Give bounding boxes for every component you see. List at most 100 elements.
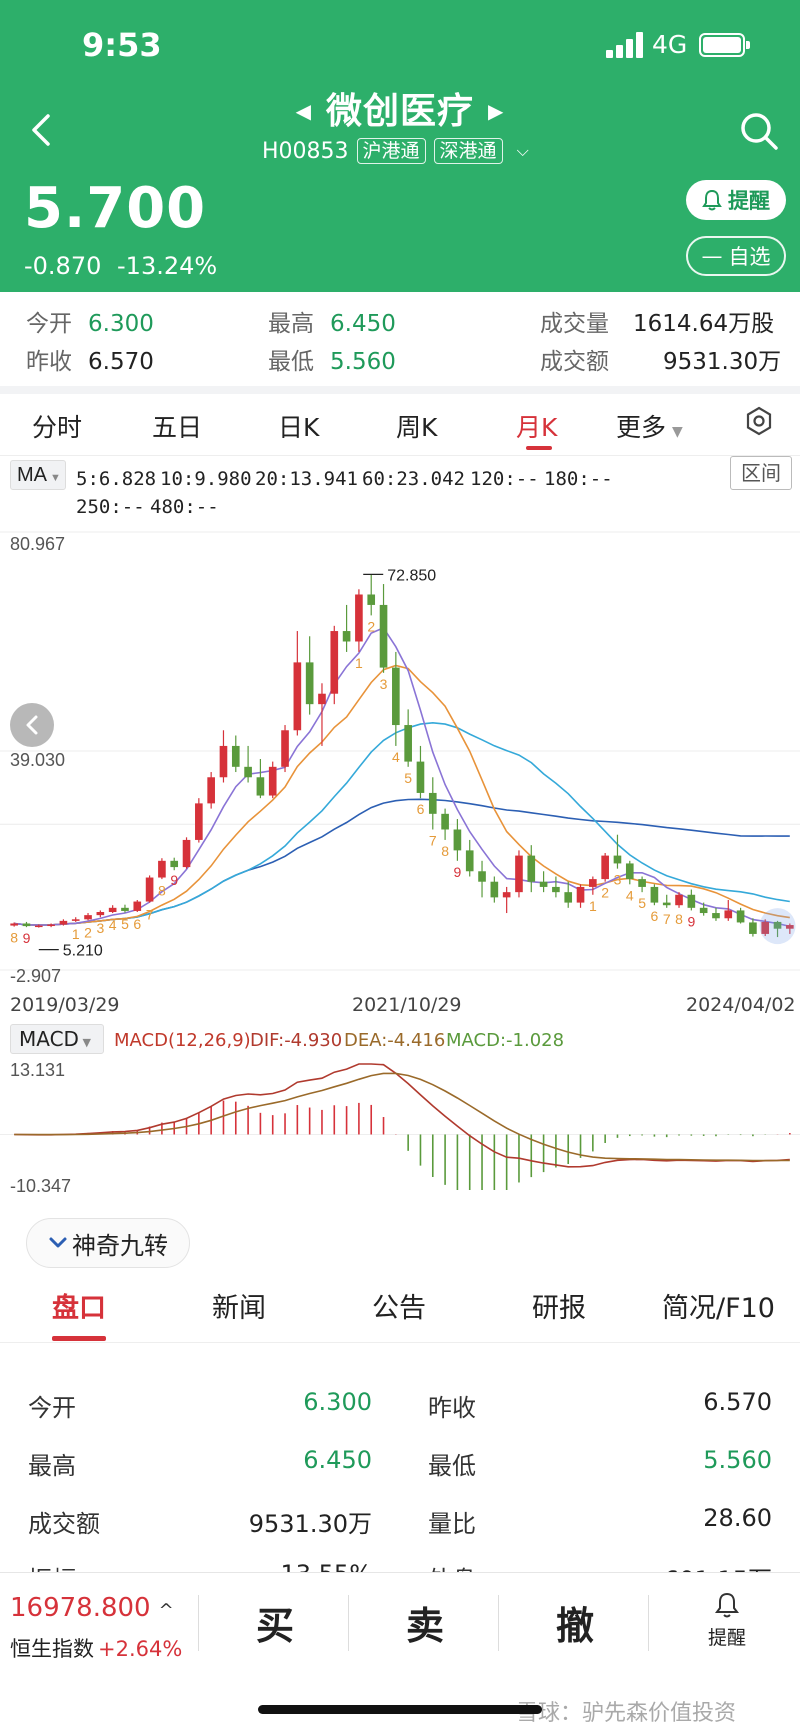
td-count-label: 3 [96,920,104,936]
ma-180: 180:-- [544,468,613,490]
home-indicator[interactable] [258,1705,542,1714]
watchlist-button[interactable]: — 自选 [686,236,786,276]
candle-body [84,915,92,920]
watchlist-label: 自选 [728,245,771,269]
tab-monthly-k[interactable]: 月K [516,413,558,442]
stock-name: 微创医疗 [325,91,474,132]
candle-body [576,886,585,903]
chart-tabs: 分时 五日 日K 周K 月K 更多 ▼ [0,396,800,456]
td-count-label: 9 [454,864,462,880]
td-count-label: 8 [675,911,683,927]
info-tabs: 盘口 新闻 公告 研报 简况/F10 [0,1284,800,1344]
td-count-label: 3 [614,872,622,888]
ma-480: 480:-- [150,496,219,518]
td-count-label: 9 [687,913,695,929]
next-stock-icon[interactable]: ▶ [488,99,505,123]
chevron-down-icon[interactable]: ⌵ [516,141,529,160]
tab-intraday[interactable]: 分时 [32,413,83,442]
candle-body [330,631,339,694]
ma20-line [14,721,790,926]
section-divider [0,386,800,394]
candle-body [207,777,215,804]
price-change-pct: -13.24% [117,252,218,280]
divider [648,1595,649,1651]
y-min-label: -2.907 [10,966,62,986]
td-count-label: 2 [84,924,92,940]
candle-body [231,745,240,767]
td-count-label: 1 [355,655,363,671]
candle-body [108,907,117,912]
macd-y-min: -10.347 [10,1176,72,1196]
x-label-end: 2024/04/02 [686,994,796,1016]
candle-body [355,594,363,642]
td-count-label: 4 [392,749,400,765]
candle-body [625,863,634,880]
candle-body [59,920,68,925]
high-marker-label: 72.850 [387,567,436,584]
tab-news[interactable]: 新闻 [212,1293,266,1324]
tab-announcements[interactable]: 公告 [372,1293,426,1324]
candle-body [490,881,499,898]
td-count-label: 8 [441,843,449,859]
tab-more[interactable]: 更多 ▼ [616,413,683,442]
tab-daily-k[interactable]: 日K [278,413,320,442]
bell-icon [715,1592,739,1618]
bottom-alert-label: 提醒 [707,1627,746,1649]
settings-icon[interactable] [744,406,774,436]
tab-research[interactable]: 研报 [532,1293,586,1324]
tab-f10[interactable]: 简况/F10 [662,1293,775,1324]
watermark: 雪球：驴先森价值投资 [516,1701,737,1726]
magic-nine-button[interactable]: 神奇九转 [26,1218,190,1268]
candle-body [773,921,782,929]
quote-prev-close: 昨收 6.570 [26,349,154,375]
candle-body [281,730,289,767]
range-button[interactable]: 区间 [730,456,792,490]
index-value[interactable]: 16978.800 ^ [10,1593,174,1623]
collapse-chart-button[interactable] [10,703,54,747]
search-icon[interactable] [738,110,780,152]
tag-sh-connect: 沪港通 [356,138,426,164]
buy-button[interactable]: 买 [256,1604,295,1648]
bottom-alert-button[interactable]: 提醒 [700,1591,754,1650]
tab-order-book[interactable]: 盘口 [52,1293,106,1324]
ma-120: 120:-- [470,468,539,490]
stock-code: H00853 [262,138,349,164]
cancel-order-button[interactable]: 撤 [556,1604,595,1648]
candle-body [712,913,720,919]
candle-body [404,725,412,762]
tab-weekly-k[interactable]: 周K [396,413,438,442]
chevron-down-icon [49,1237,67,1248]
candle-body [465,850,474,872]
price-change-row: -0.870 -13.24% [24,252,217,280]
prev-stock-icon[interactable]: ◀ [295,99,312,123]
candle-body [761,921,770,934]
ma-selector[interactable]: MA ▼ [10,460,66,490]
candle-body [158,860,166,878]
sell-button[interactable]: 卖 [406,1604,445,1648]
tab-five-day[interactable]: 五日 [152,413,203,442]
td-count-label: 5 [121,916,129,932]
last-price: 5.700 [24,176,207,241]
alert-button[interactable]: 提醒 [686,180,786,220]
detail-row: 成交额 9531.30万 量比 28.60 [28,1504,772,1538]
x-label-start: 2019/03/29 [10,994,120,1016]
alert-label: 提醒 [728,189,770,213]
macd-legend: MACD ▼ MACD(12,26,9) DIF:-4.930 DEA:-4.4… [0,1024,800,1058]
macd-chart[interactable]: 13.131 -10.347 [0,1058,800,1200]
td-count-label: 5 [404,770,412,786]
divider [498,1595,499,1651]
y-max-label: 80.967 [10,534,66,554]
kline-chart[interactable]: 8 9 1 2 3 4 5 6 7 8 9 1 2 3 4 5 6 7 8 9 1 2 3 4 5 6 7 8 9 72.850 5.210… [0,528,800,988]
quote-high: 最高 6.450 [268,311,396,337]
candle-body [687,894,696,908]
candle-body [34,925,43,928]
back-icon[interactable] [28,112,54,148]
candle-body [502,892,511,898]
candle-body [650,886,659,903]
ma-5: 5:6.828 [76,468,157,490]
divider [198,1595,199,1651]
macd-svg [0,1063,800,1190]
candle-body [219,745,228,778]
macd-selector[interactable]: MACD ▼ [10,1024,104,1054]
candle-body [47,924,55,927]
